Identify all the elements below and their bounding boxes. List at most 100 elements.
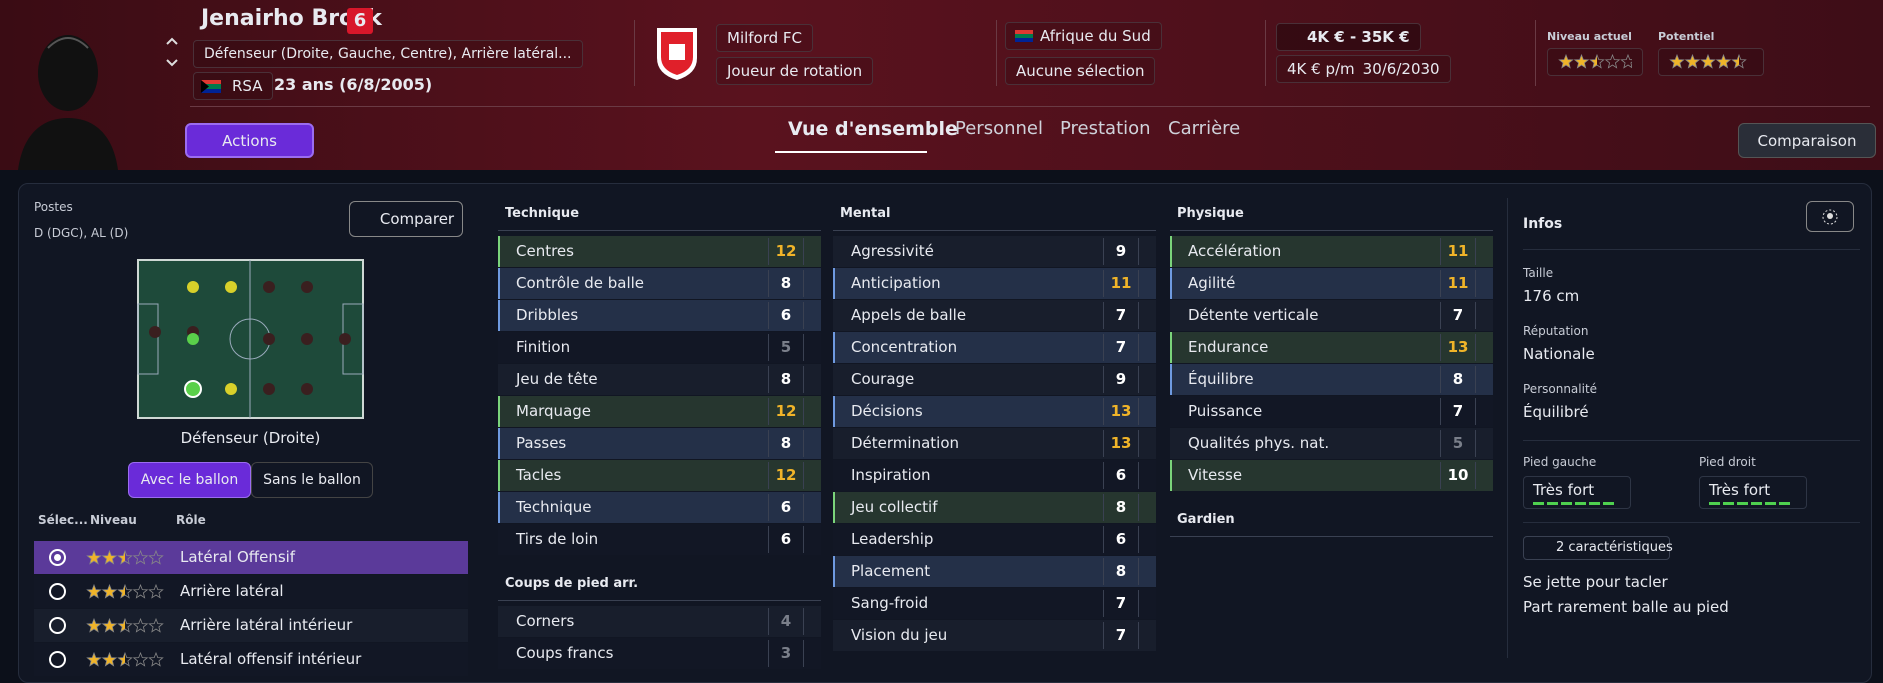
tab[interactable]: Personnel [955,118,1043,139]
attribute-row: Marquage 12 [498,396,821,427]
toggle-with-ball[interactable]: Avec le ballon [128,462,251,498]
attribute-row: Courage 9 [833,364,1156,395]
info-label: Taille [1523,266,1554,280]
role-row[interactable]: Latéral Offensif [34,541,468,574]
divider [634,20,635,86]
role-name: Arrière latéral [180,582,284,600]
attribute-name: Centres [516,242,574,260]
wage-value: 4K € p/m [1287,60,1355,78]
age: 23 ans (6/8/2005) [274,75,433,94]
attribute-value: 7 [1103,302,1139,329]
portrait [18,35,118,170]
shirt-number: 6 [347,8,373,34]
attribute-name: Puissance [1188,402,1263,420]
attribute-value: 13 [1103,398,1139,425]
attribute-name: Marquage [516,402,592,420]
traits-count: 2 caractéristiques [1556,540,1673,555]
group-rule [498,230,821,231]
attribute-name: Tirs de loin [516,530,599,548]
attribute-name: Placement [851,562,931,580]
attribute-value: 9 [1103,238,1139,265]
attribute-value: 5 [768,334,804,361]
attribute-name: Courage [851,370,915,388]
attribute-name: Anticipation [851,274,941,292]
foot-bar [1751,502,1762,505]
tab[interactable]: Prestation [1060,118,1151,139]
star-rating [86,550,164,565]
attribute-name: Sang-froid [851,594,929,612]
infos-icon-button[interactable] [1806,201,1854,232]
infos-title: Infos [1523,216,1563,232]
attribute-value: 8 [768,270,804,297]
attribute-row: Inspiration 6 [833,460,1156,491]
roles-header: Niveau [90,513,137,527]
potential-stars [1658,48,1764,76]
group-rule [1170,536,1493,537]
group-title: Mental [840,206,891,221]
nav-arrows[interactable] [165,34,179,70]
attribute-row: Détente verticale 7 [1170,300,1493,331]
attribute-value: 6 [768,526,804,553]
attribute-row: Corners 4 [498,606,821,637]
attribute-name: Endurance [1188,338,1269,356]
attribute-value: 8 [1103,558,1139,585]
attribute-row: Agressivité 9 [833,236,1156,267]
squad-status: Joueur de rotation [716,57,874,85]
foot-bar [1589,502,1600,505]
rule [1523,440,1860,441]
group-rule [1170,230,1493,231]
star-rating [86,584,164,599]
attribute-row: Vision du jeu 7 [833,620,1156,651]
current-label: Niveau actuel [1547,30,1632,43]
attribute-value: 7 [1103,622,1139,649]
attribute-row: Décisions 13 [833,396,1156,427]
positions-value: D (DGC), AL (D) [34,226,129,240]
header: Jenairho Brock 6 Défenseur (Droite, Gauc… [0,0,1883,170]
info-label: Réputation [1523,324,1589,338]
attribute-name: Appels de balle [851,306,967,324]
attribute-value: 8 [768,430,804,457]
toggle-without-ball[interactable]: Sans le ballon [251,462,373,498]
foot-bar [1533,502,1544,505]
attribute-row: Coups francs 3 [498,638,821,669]
foot-bar [1765,502,1776,505]
attribute-value: 9 [1103,366,1139,393]
attribute-name: Détermination [851,434,960,452]
attribute-value: 3 [768,640,804,667]
role-row[interactable]: Arrière latéral [34,575,468,608]
attribute-row: Appels de balle 7 [833,300,1156,331]
attribute-name: Vision du jeu [851,626,948,644]
compare-button[interactable]: Comparaison [1738,123,1876,158]
attribute-name: Accélération [1188,242,1282,260]
role-radio [49,651,66,668]
compare-positions[interactable]: Comparer [349,201,463,237]
role-radio [49,549,66,566]
tab[interactable]: Carrière [1168,118,1241,139]
potential-label: Potentiel [1658,30,1715,43]
tab[interactable]: Vue d'ensemble [788,118,958,140]
role-row[interactable]: Arrière latéral intérieur [34,609,468,642]
attribute-name: Dribbles [516,306,579,324]
info-value: 176 cm [1523,287,1580,305]
tab-underline [775,151,927,153]
star-rating [86,618,164,633]
group-title: Coups de pied arr. [505,576,639,591]
attribute-row: Agilité 11 [1170,268,1493,299]
group-title: Technique [505,206,580,221]
attribute-row: Qualités phys. nat. 5 [1170,428,1493,459]
attribute-name: Détente verticale [1188,306,1319,324]
info-value: Équilibré [1523,403,1589,421]
attribute-row: Leadership 6 [833,524,1156,555]
attribute-value: 4 [768,608,804,635]
foot-bar [1779,502,1790,505]
attribute-value: 11 [1440,238,1476,265]
foot-value: Très fort [1533,481,1595,499]
actions-button[interactable]: Actions [185,123,314,158]
role-row[interactable]: Latéral offensif intérieur [34,643,468,676]
attribute-value: 7 [1440,398,1476,425]
group-rule [498,600,821,601]
attribute-name: Contrôle de balle [516,274,645,292]
attribute-name: Agilité [1188,274,1236,292]
info-value: Nationale [1523,345,1595,363]
star-rating [1669,54,1747,69]
